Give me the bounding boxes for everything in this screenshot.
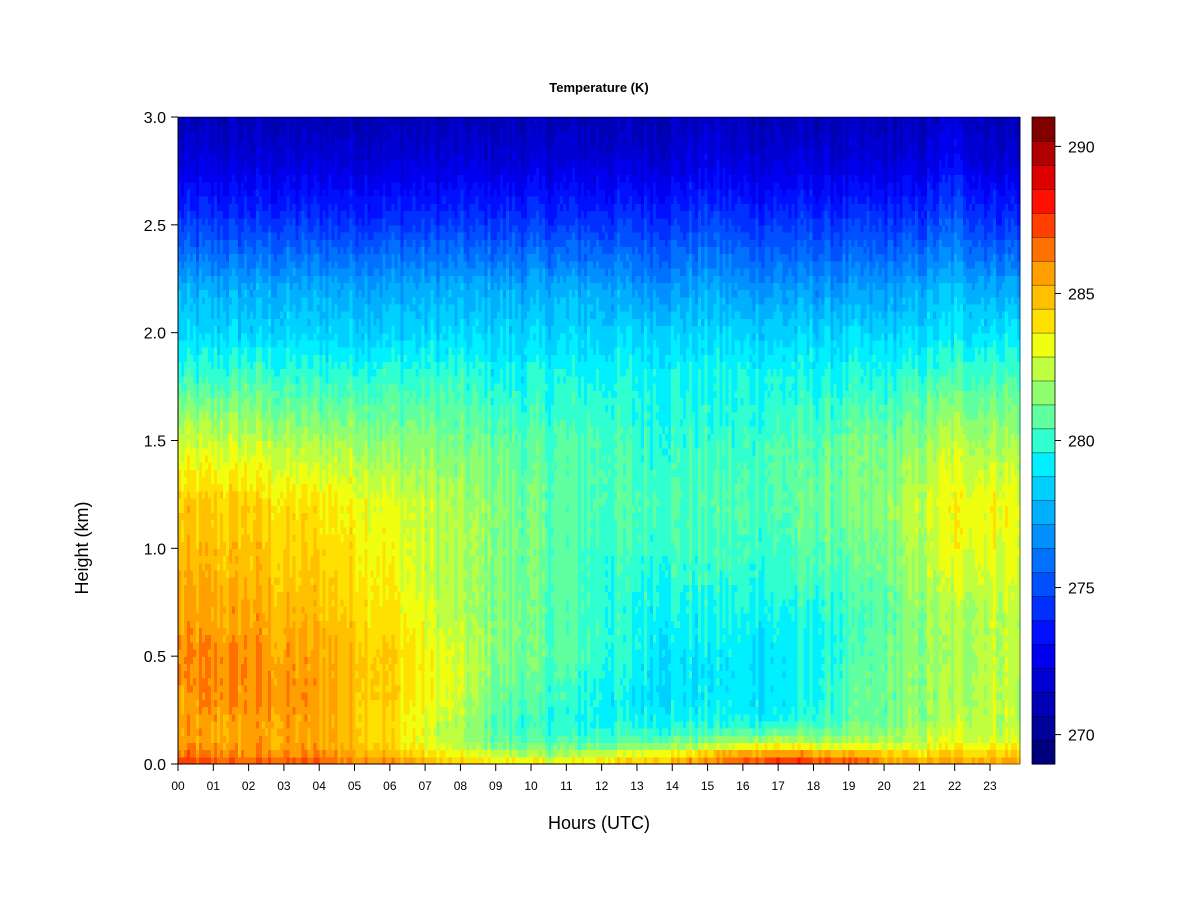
x-axis-title: Hours (UTC) <box>548 813 650 833</box>
heatmap-cells <box>178 117 1021 765</box>
y-axis-title: Height (km) <box>72 501 92 594</box>
chart-title: Temperature (K) <box>549 80 648 95</box>
